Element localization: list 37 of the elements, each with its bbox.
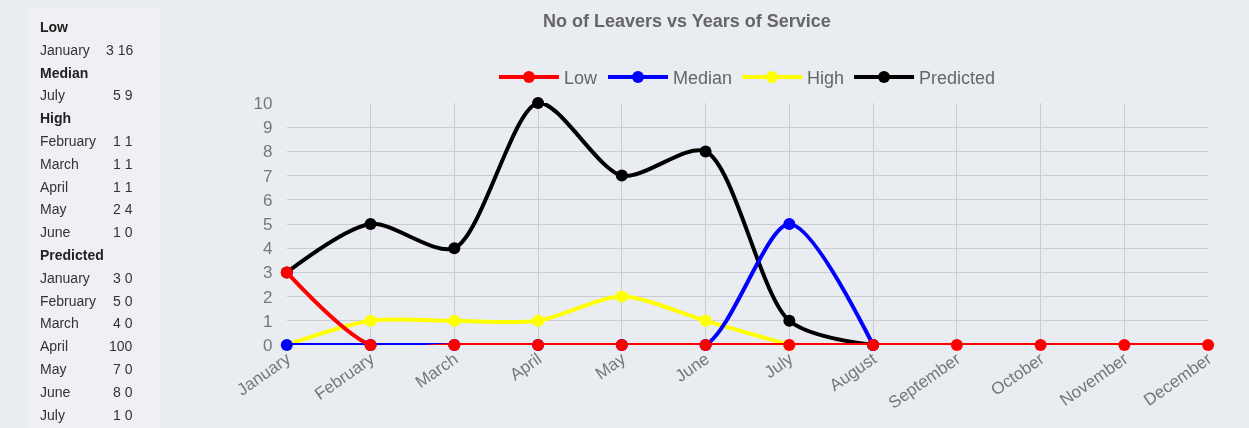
text: February 1 1 <box>40 133 133 149</box>
y-tick-label: 7 <box>262 166 273 186</box>
legend-label: Median <box>672 67 733 88</box>
chart-title: No of Leavers vs Years of Service <box>543 10 831 31</box>
text: July 5 9 <box>40 87 133 103</box>
text: January 3 0 <box>40 270 133 286</box>
text: Median <box>40 65 89 81</box>
text: April 1 1 <box>40 179 133 195</box>
y-tick-label: 2 <box>262 287 273 307</box>
text: January 3 16 <box>40 42 134 58</box>
y-tick-label: 6 <box>262 190 273 210</box>
text: June 8 0 <box>40 384 133 400</box>
y-tick-label: 4 <box>262 239 273 259</box>
text: April 100 <box>40 338 133 354</box>
y-tick-label: 5 <box>262 214 273 234</box>
text: May 7 0 <box>40 361 133 377</box>
legend-label: High <box>807 67 845 88</box>
x-tick-label: July <box>760 348 797 383</box>
y-tick-label: 8 <box>262 142 273 162</box>
text: Predicted <box>40 247 104 263</box>
text: March 4 0 <box>40 315 133 331</box>
text: February 5 0 <box>40 293 133 309</box>
legend-label: Predicted <box>919 67 996 88</box>
x-tick-label: May <box>591 348 630 384</box>
y-tick-label: 1 <box>262 311 273 331</box>
y-tick-label: 3 <box>262 263 273 283</box>
text: May 2 4 <box>40 201 133 217</box>
y-tick-label: 0 <box>262 335 273 355</box>
text: July 1 0 <box>40 407 133 423</box>
y-tick-label: 10 <box>253 93 273 113</box>
text: Low <box>40 19 69 35</box>
x-tick-label: June <box>671 349 713 386</box>
y-tick-label: 9 <box>262 118 273 138</box>
text: High <box>40 110 72 126</box>
legend-label: Low <box>563 67 598 88</box>
text: March 1 1 <box>40 156 133 172</box>
text: June 1 0 <box>40 224 133 240</box>
